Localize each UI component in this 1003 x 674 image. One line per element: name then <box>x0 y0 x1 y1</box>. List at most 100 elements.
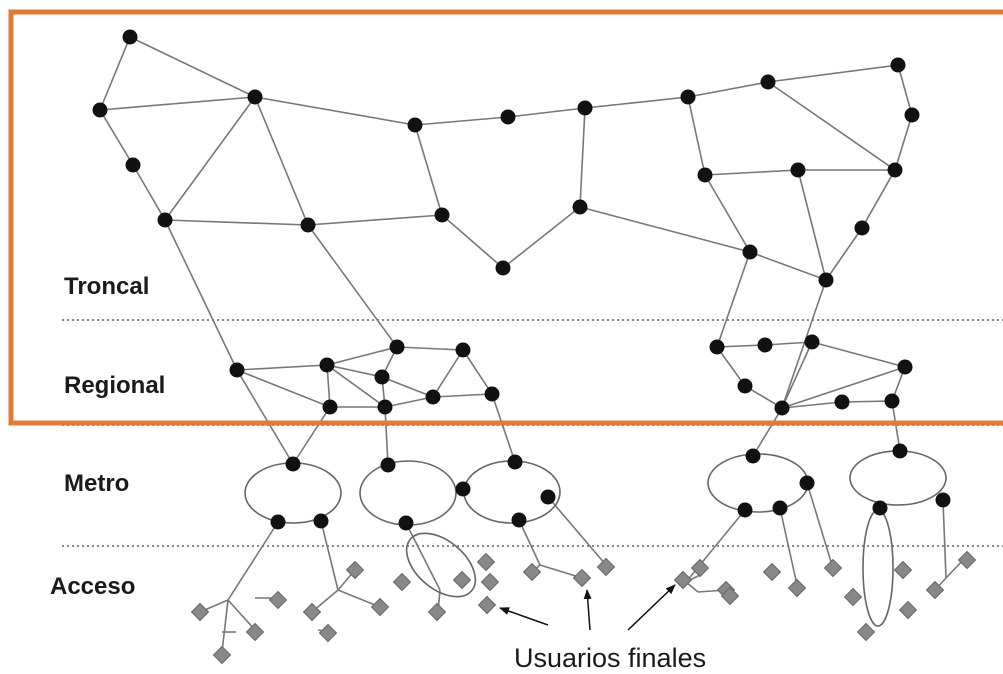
router-node <box>380 457 396 473</box>
router-node <box>697 167 713 183</box>
router-node <box>495 260 511 276</box>
end-user-device <box>190 602 210 622</box>
network-link <box>716 344 766 348</box>
router-node <box>772 500 788 516</box>
network-link <box>254 96 416 126</box>
network-link <box>432 393 493 398</box>
layer-label-acceso: Acceso <box>50 573 136 600</box>
router-node <box>742 244 758 260</box>
router-node <box>572 199 588 215</box>
network-link <box>502 206 581 269</box>
network-link <box>129 36 256 98</box>
network-link <box>841 400 893 403</box>
network-link <box>781 401 843 409</box>
end-user-device <box>302 602 322 622</box>
network-link <box>384 396 434 408</box>
router-node <box>92 102 108 118</box>
router-node <box>834 394 850 410</box>
end-user-device <box>856 622 876 642</box>
access-ring <box>862 509 894 627</box>
network-link <box>825 227 863 281</box>
router-node <box>425 389 441 405</box>
metro-ring <box>244 462 342 524</box>
access-link <box>806 482 833 566</box>
network-link <box>164 219 309 226</box>
network-link <box>99 96 256 111</box>
network-link <box>584 96 689 109</box>
network-link <box>716 346 746 387</box>
network-link <box>132 164 166 221</box>
router-node <box>434 207 450 223</box>
router-node <box>872 500 888 516</box>
end-user-device <box>596 557 616 577</box>
end-user-device <box>268 590 288 610</box>
end-user-device <box>925 580 945 600</box>
network-link <box>897 64 913 116</box>
router-node <box>737 502 753 518</box>
access-link <box>518 519 541 566</box>
router-node <box>407 117 423 133</box>
router-node <box>577 100 593 116</box>
end-users-annotation: Usuarios finales <box>514 643 707 673</box>
network-link <box>687 96 706 176</box>
network-link <box>764 341 813 346</box>
end-user-device <box>957 550 977 570</box>
network-link <box>99 109 134 166</box>
network-link <box>414 116 509 126</box>
router-node <box>319 357 335 373</box>
router-node <box>455 481 471 497</box>
router-node <box>507 454 523 470</box>
end-user-device <box>370 597 390 617</box>
end-user-device <box>427 602 447 622</box>
network-link <box>414 124 443 216</box>
layer-label-regional: Regional <box>64 372 166 399</box>
end-user-device <box>345 560 365 580</box>
end-user-device <box>212 645 232 665</box>
network-link <box>704 169 799 176</box>
annotation-arrows <box>499 584 676 631</box>
access-link <box>227 599 256 631</box>
router-node <box>247 89 263 105</box>
router-node <box>122 29 138 45</box>
annotation-arrow <box>583 589 592 631</box>
network-link <box>797 169 827 281</box>
access-link <box>779 507 798 586</box>
layer-label-troncal: Troncal <box>64 273 150 300</box>
router-node <box>398 515 414 531</box>
metro-rings <box>244 450 947 627</box>
network-link <box>254 96 309 226</box>
network-link <box>326 364 386 408</box>
end-user-device <box>245 622 265 642</box>
end-user-devices <box>190 550 977 665</box>
end-user-device <box>690 558 710 578</box>
router-node <box>540 489 556 505</box>
end-user-device <box>673 570 693 590</box>
network-link <box>307 224 398 348</box>
network-link <box>432 349 464 398</box>
end-user-device <box>762 562 782 582</box>
end-user-device <box>893 560 913 580</box>
network-link <box>307 214 443 226</box>
end-user-device <box>787 578 807 598</box>
network-link <box>326 364 383 378</box>
network-link <box>164 96 256 221</box>
metro-ring <box>707 453 809 513</box>
network-link <box>811 341 906 368</box>
end-user-device <box>480 572 500 592</box>
network-link <box>579 107 586 208</box>
access-link <box>221 599 229 653</box>
router-node <box>500 109 516 125</box>
network-link <box>716 251 751 348</box>
network-links <box>99 36 966 653</box>
network-link <box>236 364 328 371</box>
end-user-device <box>452 570 472 590</box>
access-link <box>942 499 947 579</box>
metro-ring <box>849 450 947 506</box>
access-link <box>337 589 381 608</box>
network-link <box>894 114 913 171</box>
router-node <box>757 337 773 353</box>
network-link <box>292 406 331 465</box>
router-node <box>300 217 316 233</box>
annotation-arrow <box>499 607 549 626</box>
